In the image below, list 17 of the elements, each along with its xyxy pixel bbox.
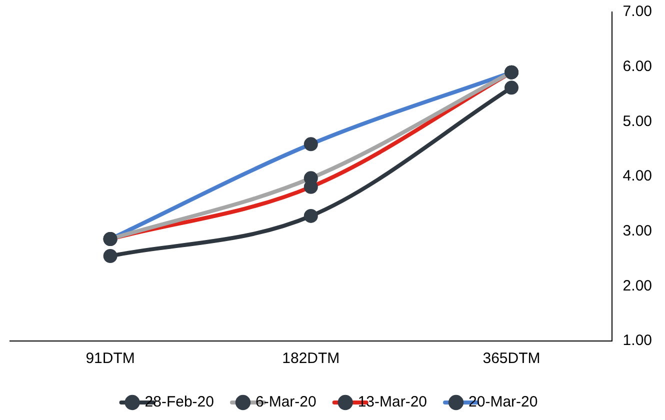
legend-label: 6-Mar-20 — [255, 394, 316, 411]
x-tick-label: 91DTM — [86, 350, 135, 368]
y-tick-label: 5.00 — [622, 112, 652, 130]
point — [304, 208, 318, 223]
legend-label: 20-Mar-20 — [468, 394, 538, 411]
legend-label: 28-Feb-20 — [144, 394, 214, 411]
point — [504, 80, 519, 95]
y-tick-label: 7.00 — [622, 3, 652, 20]
y-tick-label: 4.00 — [622, 168, 652, 185]
y-tick-label: 3.00 — [622, 222, 652, 240]
x-tick-label: 182DTM — [282, 350, 340, 368]
y-tick-label: 6.00 — [622, 58, 652, 75]
x-tick-label: 365DTM — [482, 350, 540, 368]
y-tick-label: 2.00 — [622, 277, 652, 294]
y-tick-label: 1.00 — [622, 332, 652, 350]
point — [103, 249, 118, 264]
legend-label: 13-Mar-20 — [358, 394, 428, 411]
